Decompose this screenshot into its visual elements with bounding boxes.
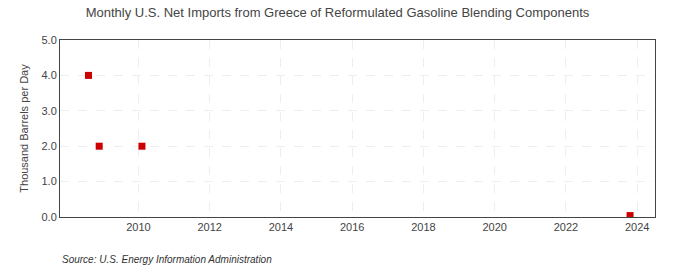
svg-text:2016: 2016 xyxy=(340,221,364,233)
svg-text:5.0: 5.0 xyxy=(42,34,57,46)
svg-text:Source: U.S. Energy Informatio: Source: U.S. Energy Information Administ… xyxy=(62,254,272,265)
svg-text:2018: 2018 xyxy=(411,221,435,233)
svg-text:2012: 2012 xyxy=(197,221,221,233)
svg-text:0.0: 0.0 xyxy=(42,211,57,223)
svg-text:2014: 2014 xyxy=(269,221,293,233)
svg-text:2024: 2024 xyxy=(625,221,649,233)
svg-text:4.0: 4.0 xyxy=(42,69,57,81)
svg-text:3.0: 3.0 xyxy=(42,105,57,117)
svg-text:2022: 2022 xyxy=(554,221,578,233)
svg-text:Thousand Barrels per Day: Thousand Barrels per Day xyxy=(18,64,30,193)
svg-text:1.0: 1.0 xyxy=(42,175,57,187)
svg-text:2010: 2010 xyxy=(126,221,150,233)
svg-text:2.0: 2.0 xyxy=(42,140,57,152)
svg-text:2020: 2020 xyxy=(482,221,506,233)
svg-text:Monthly U.S. Net Imports from: Monthly U.S. Net Imports from Greece of … xyxy=(86,5,590,20)
